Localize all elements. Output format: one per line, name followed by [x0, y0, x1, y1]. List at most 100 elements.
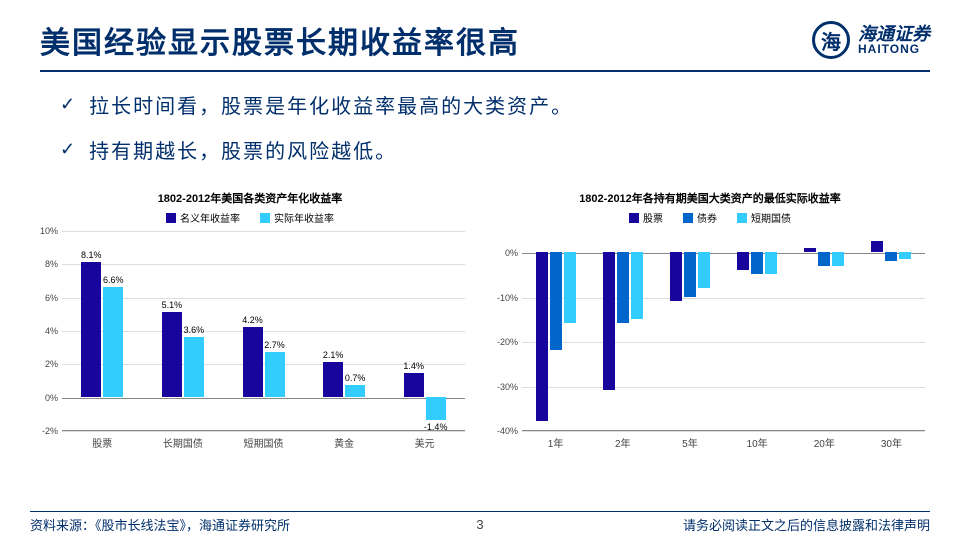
bar-group — [670, 230, 710, 430]
bar-value-label: -1.4% — [424, 422, 448, 432]
bar — [765, 252, 777, 274]
legend-label: 名义年收益率 — [180, 210, 240, 225]
legend-item: 债券 — [683, 210, 717, 225]
grid-line — [522, 253, 925, 254]
bar-group: 1.4% -1.4% — [404, 230, 446, 430]
legend-swatch — [629, 213, 639, 223]
bar-value-label: 5.1% — [162, 300, 183, 310]
bar — [818, 252, 830, 265]
bar-value-label: 2.7% — [264, 340, 285, 350]
bar-group — [536, 230, 576, 430]
logo-text-cn: 海通证券 — [858, 25, 930, 43]
bar-group: 2.1%0.7% — [323, 230, 365, 430]
x-axis-label: 30年 — [858, 435, 925, 450]
logo-icon: 海 — [812, 21, 850, 59]
y-axis-label: -40% — [490, 426, 518, 436]
bar: 5.1% — [162, 312, 182, 397]
bar — [631, 252, 643, 319]
legend-item: 实际年收益率 — [260, 210, 334, 225]
bar: 2.1% — [323, 362, 343, 397]
bar-group — [603, 230, 643, 430]
bullet-list: ✓ 拉长时间看，股票是年化收益率最高的大类资产。 ✓ 持有期越长，股票的风险越低… — [0, 90, 960, 164]
legend-swatch — [260, 213, 270, 223]
y-axis-label: 0% — [30, 393, 58, 403]
logo-text-en: HAITONG — [858, 43, 930, 55]
legend-label: 短期国债 — [751, 210, 791, 225]
bar-value-label: 8.1% — [81, 250, 102, 260]
bar-group: 4.2%2.7% — [243, 230, 285, 430]
legend-label: 债券 — [697, 210, 717, 225]
bar-value-label: 0.7% — [345, 373, 366, 383]
x-axis-label: 1年 — [522, 435, 589, 450]
bar — [885, 252, 897, 261]
x-axis-label: 20年 — [791, 435, 858, 450]
chart-left: 1802-2012年美国各类资产年化收益率 名义年收益率实际年收益率 -2%0%… — [30, 190, 470, 450]
bar-value-label: 1.4% — [403, 361, 424, 371]
bullet-item: ✓ 持有期越长，股票的风险越低。 — [60, 135, 900, 164]
chart-x-axis: 1年2年5年10年20年30年 — [522, 435, 925, 450]
x-axis-label: 2年 — [589, 435, 656, 450]
chart-legend: 名义年收益率 实际年收益率 — [30, 210, 470, 225]
bullet-item: ✓ 拉长时间看，股票是年化收益率最高的大类资产。 — [60, 90, 900, 119]
bar — [737, 252, 749, 270]
grid-line — [522, 387, 925, 388]
check-icon: ✓ — [60, 139, 77, 160]
bar: 8.1% — [81, 262, 101, 397]
bar — [832, 252, 844, 265]
bar — [536, 252, 548, 421]
bar — [550, 252, 562, 350]
bar — [670, 252, 682, 301]
legend-item: 名义年收益率 — [166, 210, 240, 225]
y-axis-label: 2% — [30, 359, 58, 369]
grid-line — [522, 342, 925, 343]
brand-logo: 海 海通证券 HAITONG — [812, 21, 930, 59]
bar-value-label: 3.6% — [184, 325, 205, 335]
bar: 3.6% — [184, 337, 204, 397]
bar — [684, 252, 696, 296]
y-axis-label: 10% — [30, 226, 58, 236]
bar-group: 8.1%6.6% — [81, 230, 123, 430]
header-divider — [40, 70, 930, 72]
legend-swatch — [737, 213, 747, 223]
x-axis-label: 5年 — [656, 435, 723, 450]
bar — [603, 252, 615, 390]
x-axis-label: 长期国债 — [143, 435, 224, 450]
bar: 1.4% — [404, 373, 424, 396]
x-axis-label: 10年 — [724, 435, 791, 450]
chart-right: 1802-2012年各持有期美国大类资产的最低实际收益率 股票 债券 短期国债 -4… — [490, 190, 930, 450]
legend-label: 实际年收益率 — [274, 210, 334, 225]
chart-plot: -2%0%2%4%6%8%10%8.1%6.6%5.1%3.6%4.2%2.7%… — [62, 231, 465, 431]
header: 美国经验显示股票长期收益率很高 海 海通证券 HAITONG — [0, 0, 960, 70]
bar-group — [804, 230, 844, 430]
footer-disclaimer: 请务必阅读正文之后的信息披露和法律声明 — [683, 515, 930, 534]
bar: 4.2% — [243, 327, 263, 397]
bar: 0.7% — [345, 385, 365, 397]
bullet-text: 持有期越长，股票的风险越低。 — [89, 135, 397, 164]
bar — [617, 252, 629, 323]
chart-x-axis: 股票长期国债短期国债黄金美元 — [62, 435, 465, 450]
chart-title: 1802-2012年美国各类资产年化收益率 — [30, 190, 470, 206]
bar — [899, 252, 911, 259]
x-axis-label: 股票 — [62, 435, 143, 450]
bar — [698, 252, 710, 288]
footer-source: 资料来源：《股市长线法宝》，海通证券研究所 — [30, 515, 290, 534]
bar — [804, 248, 816, 252]
y-axis-label: -30% — [490, 382, 518, 392]
chart-title: 1802-2012年各持有期美国大类资产的最低实际收益率 — [490, 190, 930, 206]
grid-line — [522, 298, 925, 299]
footer-divider — [30, 511, 930, 512]
bar: 2.7% — [265, 352, 285, 397]
bar-group — [871, 230, 911, 430]
x-axis-label: 美元 — [384, 435, 465, 450]
y-axis-label: 4% — [30, 326, 58, 336]
bar — [871, 241, 883, 252]
check-icon: ✓ — [60, 94, 77, 115]
footer: 资料来源：《股市长线法宝》，海通证券研究所 3 请务必阅读正文之后的信息披露和法… — [0, 515, 960, 534]
bar: 6.6% — [103, 287, 123, 397]
y-axis-label: 0% — [490, 248, 518, 258]
legend-item: 股票 — [629, 210, 663, 225]
legend-item: 短期国债 — [737, 210, 791, 225]
bar-value-label: 6.6% — [103, 275, 124, 285]
grid-line — [62, 431, 465, 432]
chart-plot: -40%-30%-20%-10%0% — [522, 231, 925, 431]
